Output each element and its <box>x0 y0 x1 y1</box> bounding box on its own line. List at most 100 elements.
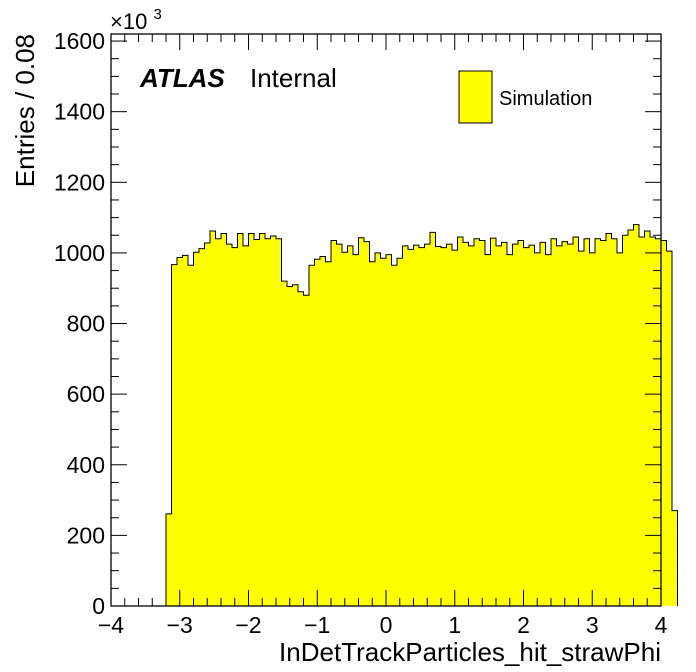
histogram-bin <box>644 231 651 606</box>
histogram-bin <box>215 238 222 606</box>
legend-swatch-simulation <box>458 70 493 124</box>
histogram-bin <box>353 254 359 606</box>
y-tick-label: 1200 <box>54 169 105 195</box>
histogram-bin <box>496 245 502 606</box>
x-tick-label: −3 <box>167 612 193 638</box>
x-axis-label: InDetTrackParticles_hit_strawPhi <box>279 637 661 667</box>
histogram-bin <box>287 286 293 606</box>
histogram-bin <box>298 291 304 606</box>
histogram-bin <box>303 295 310 606</box>
histogram-bin <box>342 252 348 607</box>
x-tick-label: 4 <box>655 612 668 638</box>
histogram-bin <box>226 244 233 606</box>
y-tick-labels: 0 200 400 600 800 1000 1200 1400 1600 <box>54 28 105 619</box>
histogram-bin <box>232 247 238 606</box>
histogram-bin <box>457 237 464 606</box>
histogram-bin <box>595 238 601 606</box>
x-tick-label: 3 <box>586 612 599 638</box>
histogram-bin <box>364 241 370 607</box>
histogram-bin <box>435 246 442 606</box>
histogram-bin <box>507 254 513 606</box>
histogram-bin <box>254 239 260 607</box>
histogram-bin <box>320 256 326 606</box>
histogram-bin <box>556 245 563 606</box>
atlas-status: Internal <box>250 63 337 93</box>
histogram-bin <box>446 244 453 606</box>
histogram-bin <box>259 233 266 606</box>
histogram-bin <box>534 252 541 606</box>
histogram-bin <box>386 254 392 606</box>
histogram-bars <box>166 224 678 607</box>
y-tick-label: 800 <box>67 311 105 337</box>
histogram-bin <box>523 247 530 606</box>
histogram-bin <box>573 237 579 606</box>
histogram-bin <box>424 244 431 606</box>
histogram-bin <box>672 510 678 606</box>
histogram-bin <box>336 244 343 606</box>
histogram-bin <box>545 254 552 606</box>
y-multiplier-exponent: 3 <box>153 6 161 23</box>
histogram-bin <box>633 224 640 606</box>
histogram-bin <box>628 229 634 607</box>
histogram-bin <box>452 250 458 607</box>
histogram-bin <box>292 284 299 606</box>
histogram-bin <box>270 235 277 606</box>
y-tick-label: 400 <box>67 452 105 478</box>
histogram-bin <box>611 238 618 606</box>
y-tick-label: 200 <box>67 522 105 548</box>
histogram-bin <box>210 231 216 606</box>
histogram-bin <box>314 259 321 606</box>
y-axis-label: Entries / 0.08 <box>10 34 40 187</box>
histogram-bin <box>402 245 409 606</box>
histogram-bin <box>529 245 535 606</box>
histogram-bin <box>182 255 189 606</box>
legend-label-simulation: Simulation <box>499 88 592 110</box>
histogram-bin <box>661 240 667 607</box>
histogram-bin <box>265 238 271 606</box>
histogram-bin <box>622 235 629 606</box>
x-tick-label: 2 <box>517 612 530 638</box>
histogram-bin <box>413 245 420 606</box>
histogram-bin <box>193 252 200 607</box>
histogram-bin <box>391 265 398 606</box>
histogram-bin <box>479 240 486 607</box>
x-tick-label: 0 <box>380 612 393 638</box>
histogram-bin <box>490 238 497 606</box>
histogram-outline <box>165 224 678 606</box>
histogram-bin <box>397 258 403 606</box>
histogram-bin <box>243 245 249 606</box>
histogram-bin <box>600 240 607 607</box>
histogram-bin <box>408 249 414 606</box>
histogram-bin <box>419 247 425 606</box>
histogram-bin <box>567 244 574 606</box>
histogram-bin <box>276 238 282 606</box>
y-tick-label: 1400 <box>54 99 105 125</box>
histogram-bin <box>485 254 491 606</box>
histogram-bin <box>380 258 387 606</box>
histogram-bin <box>237 233 244 606</box>
histogram-bin <box>430 232 436 606</box>
histogram-bin <box>501 242 508 606</box>
histogram-bin <box>617 252 623 606</box>
histogram-bin <box>584 238 590 606</box>
histogram-bin <box>166 513 172 606</box>
x-tick-labels: −4 −3 −2 −1 0 1 2 3 4 <box>98 612 668 638</box>
histogram-bin <box>468 245 475 606</box>
histogram-bin <box>639 237 645 606</box>
histogram-bin <box>375 252 381 606</box>
histogram-bin <box>551 238 557 606</box>
y-multiplier-base: ×10 <box>110 9 147 34</box>
y-tick-label: 1000 <box>54 240 105 266</box>
histogram-bin <box>474 238 480 606</box>
histogram-bin <box>188 265 194 606</box>
histogram-bin <box>309 265 315 606</box>
histogram-bin <box>221 233 227 606</box>
histogram-bin <box>369 261 376 606</box>
histogram-bin <box>606 233 612 606</box>
y-tick-label: 1600 <box>54 28 105 54</box>
histogram-bin <box>512 244 519 606</box>
y-tick-label: 600 <box>67 381 105 407</box>
histogram-bin <box>441 247 447 606</box>
axis-ticks <box>110 34 662 607</box>
